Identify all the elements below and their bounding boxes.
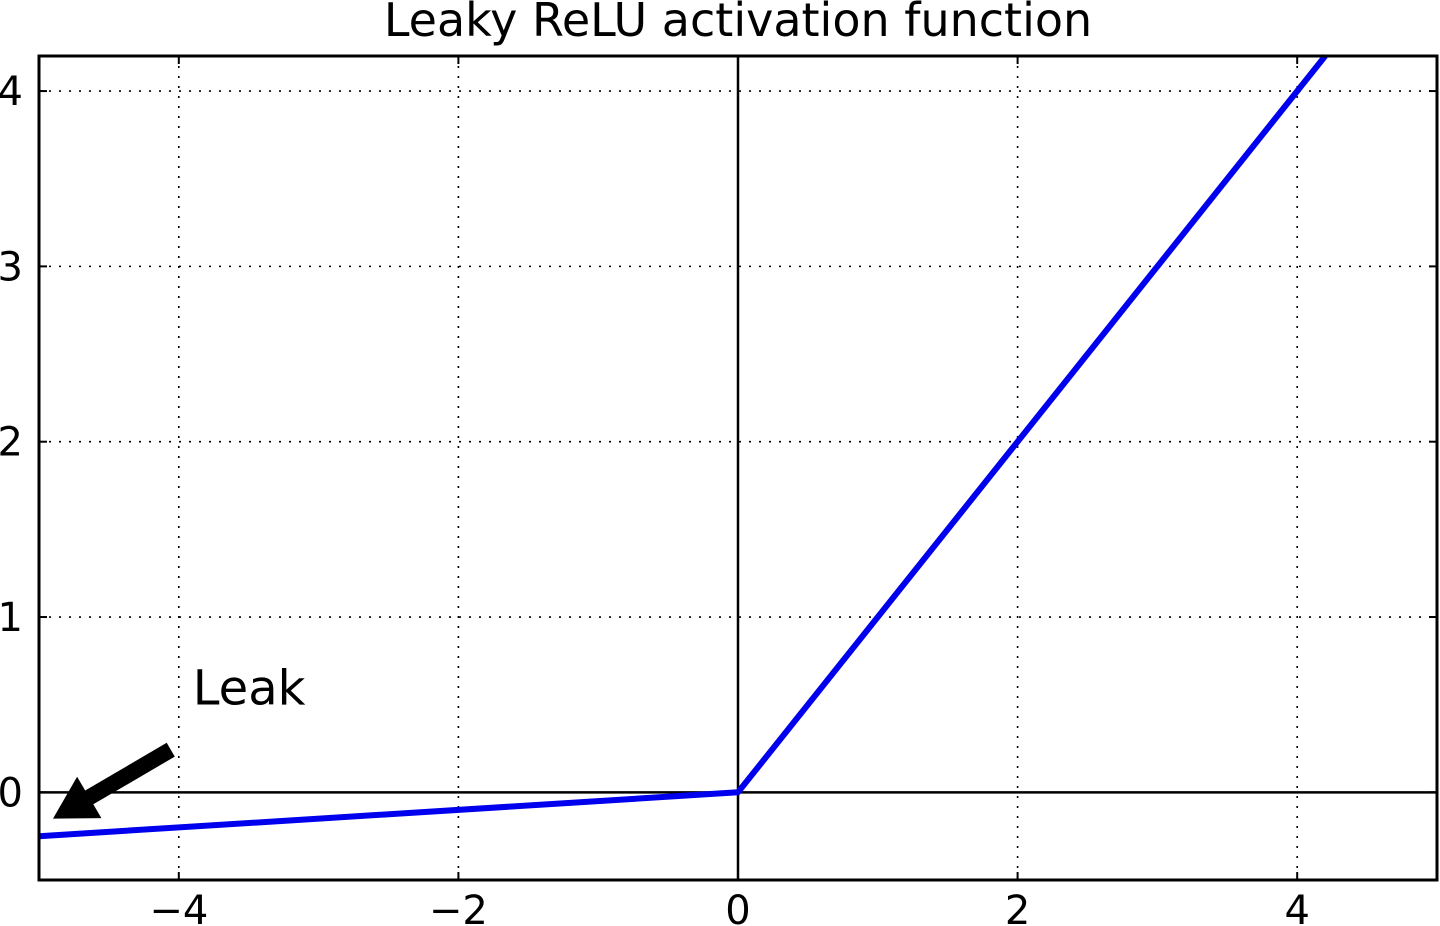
chart-title: Leaky ReLU activation function <box>384 0 1092 47</box>
annotations: Leak <box>53 661 306 819</box>
y-tick-label: 2 <box>0 420 23 466</box>
data-series <box>38 54 1328 840</box>
x-tick-label: −4 <box>149 888 208 926</box>
series-line <box>38 54 1328 840</box>
x-tick-label: 0 <box>725 888 750 926</box>
y-tick-label: 1 <box>0 595 23 641</box>
axis-ticks: −4 −2 0 2 4 0 1 2 3 4 <box>0 56 1437 926</box>
annotation-label: Leak <box>193 661 306 717</box>
x-tick-label: 4 <box>1284 888 1309 926</box>
x-tick-label: 2 <box>1005 888 1030 926</box>
y-tick-label: 3 <box>0 244 23 290</box>
y-tick-label: 4 <box>0 69 23 115</box>
x-tick-label: −2 <box>429 888 488 926</box>
annotation-arrow <box>53 742 175 819</box>
grid-lines <box>39 56 1437 880</box>
y-tick-label: 0 <box>0 770 23 816</box>
